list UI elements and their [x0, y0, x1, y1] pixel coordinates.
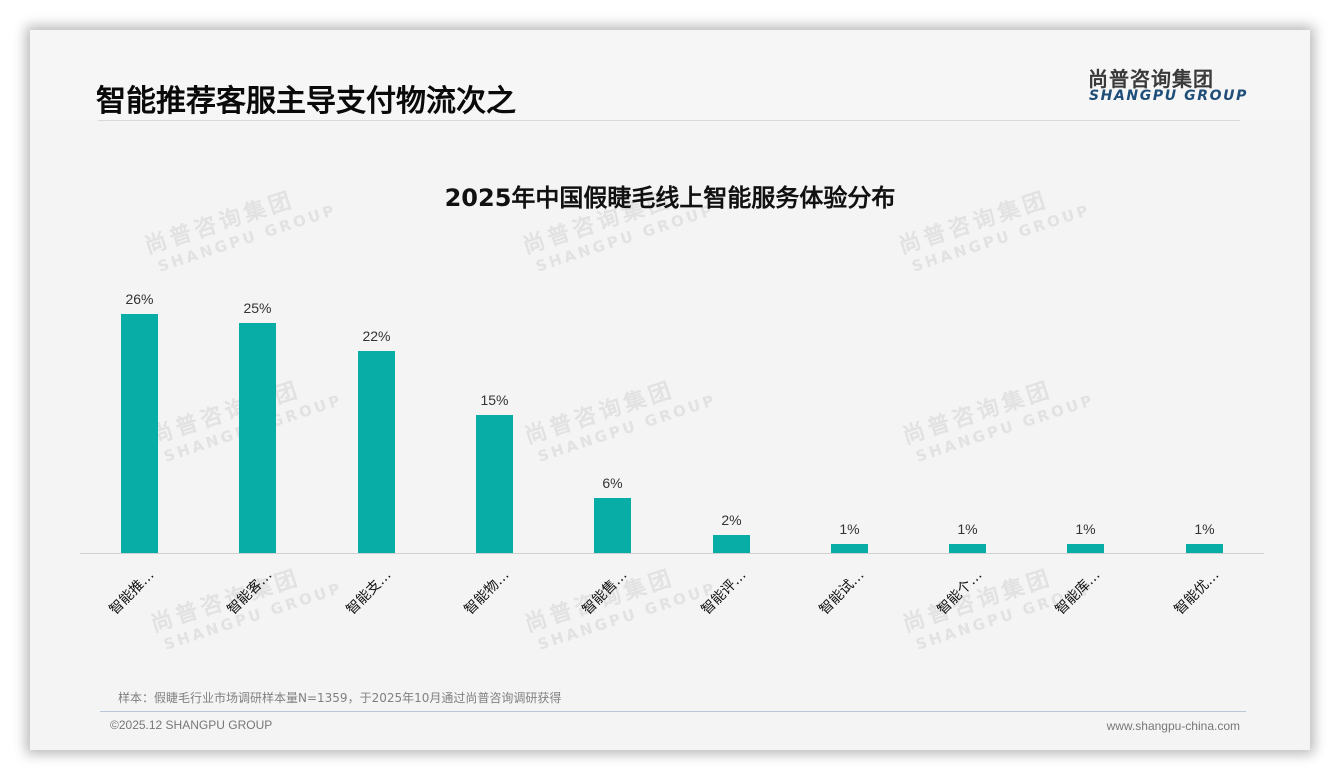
category-label: 智能试…: [816, 567, 867, 619]
bar: [358, 351, 395, 553]
category-label: 智能个…: [934, 567, 985, 619]
bar: [239, 323, 276, 553]
company-logo-cn: 尚普咨询集团: [1088, 67, 1214, 91]
category-label: 智能优…: [1171, 567, 1222, 619]
title-divider: [98, 120, 1240, 121]
footer-divider: [100, 711, 1246, 712]
bar-value-label: 1%: [1194, 521, 1215, 537]
copyright: ©2025.12 SHANGPU GROUP: [110, 718, 273, 732]
chart-title: 2025年中国假睫毛线上智能服务体验分布: [444, 184, 896, 212]
bar: [1067, 544, 1104, 553]
bar-value-label: 22%: [362, 328, 391, 344]
bar-value-label: 26%: [125, 291, 154, 307]
bar-value-label: 6%: [602, 475, 623, 491]
x-axis-line: [80, 553, 1264, 554]
header-band: [30, 30, 1310, 120]
category-label: 智能支…: [343, 567, 394, 619]
bar: [476, 415, 513, 553]
slide: 智能推荐客服主导支付物流次之 尚普咨询集团 SHANGPU GROUP 尚普咨询…: [30, 30, 1310, 750]
bar-value-label: 15%: [480, 392, 509, 408]
bar-value-label: 25%: [243, 300, 272, 316]
bar-chart: 26% 智能推… 25% 智能客… 22% 智能支… 15% 智能物… 6% 智能售… 2% 智能评……: [30, 30, 1310, 750]
bar: [949, 544, 986, 553]
category-label: 智能物…: [461, 567, 512, 619]
page-title: 智能推荐客服主导支付物流次之: [96, 84, 516, 119]
category-label: 智能售…: [579, 567, 630, 619]
category-label: 智能评…: [698, 567, 749, 619]
bar-value-label: 1%: [957, 521, 978, 537]
website-link[interactable]: www.shangpu-china.com: [1106, 719, 1240, 733]
bar-value-label: 1%: [839, 521, 860, 537]
bar-value-label: 1%: [1075, 521, 1096, 537]
bar: [1186, 544, 1223, 553]
category-label: 智能推…: [106, 567, 157, 619]
company-logo-en: SHANGPU GROUP: [1089, 88, 1248, 104]
bar: [831, 544, 868, 553]
bar: [121, 314, 158, 553]
bar: [713, 535, 750, 553]
category-label: 智能客…: [224, 567, 275, 619]
category-label: 智能库…: [1052, 567, 1103, 619]
bar: [594, 498, 631, 553]
bar-value-label: 2%: [721, 512, 742, 528]
sample-note: 样本：假睫毛行业市场调研样本量N=1359，于2025年10月通过尚普咨询调研获…: [118, 691, 562, 705]
